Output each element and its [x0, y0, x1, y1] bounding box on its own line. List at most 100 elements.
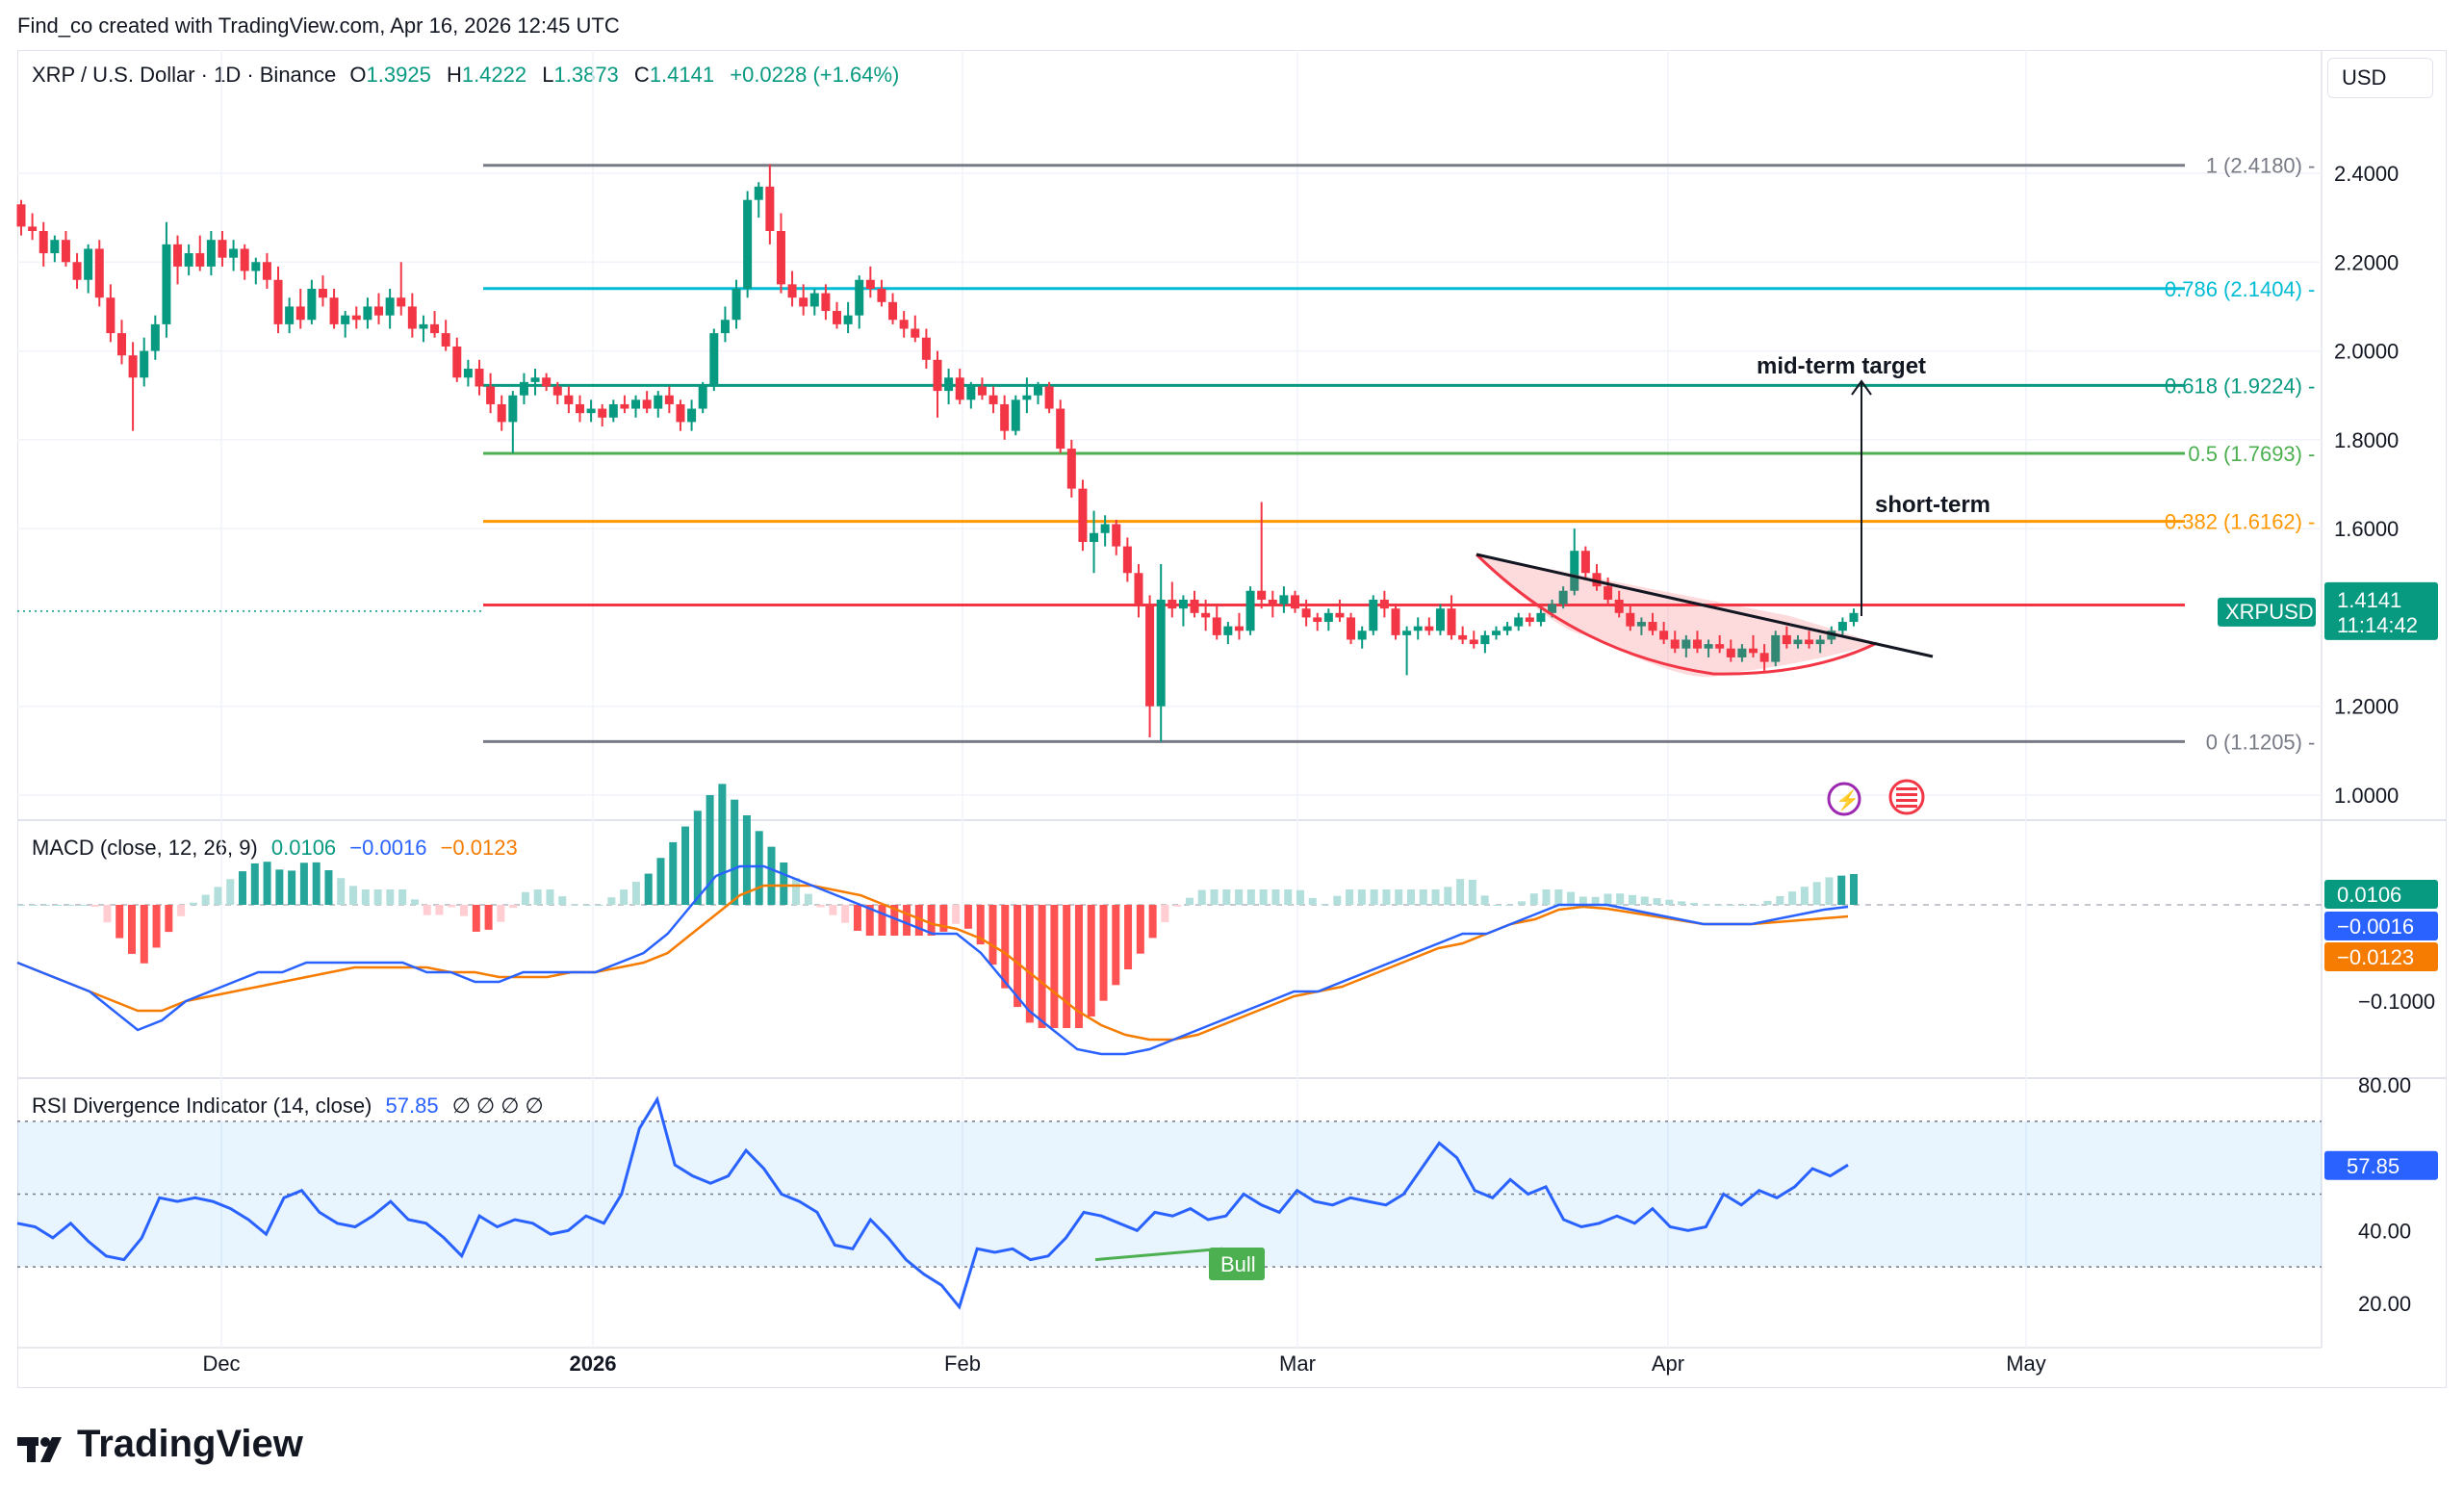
candle-body — [1178, 599, 1188, 609]
macd-histogram-bar — [448, 905, 456, 908]
candle-body — [1212, 617, 1221, 635]
candle-body — [1201, 612, 1211, 618]
macd-histogram-bar — [1738, 905, 1747, 906]
target-arrow-head — [1851, 379, 1872, 396]
macd-legend: MACD (close, 12, 26, 9) 0.0106 −0.0016 −… — [32, 836, 518, 861]
macd-histogram-bar — [1235, 889, 1244, 905]
macd-histogram-bar — [29, 905, 38, 906]
candle-body — [363, 306, 372, 321]
macd-histogram-bar — [631, 881, 640, 905]
macd-line — [16, 864, 1849, 1056]
macd-histogram-bar — [128, 905, 137, 954]
macd-histogram-bar — [1296, 889, 1304, 905]
macd-histogram-bar — [1014, 905, 1022, 1008]
macd-histogram-bar — [878, 905, 886, 936]
price-tick-label: 2.4000 — [2334, 162, 2399, 186]
fib-tick-mark: - — [2308, 442, 2315, 466]
currency-selector[interactable]: USD — [2327, 58, 2433, 98]
rsi-tick-label: 80.00 — [2358, 1073, 2411, 1097]
rsi-value: 57.85 — [385, 1094, 439, 1118]
macd-histogram-bar — [558, 896, 567, 905]
candle-body — [1715, 644, 1725, 649]
macd-histogram-bar — [1136, 905, 1144, 954]
macd-histogram-bar — [952, 905, 961, 924]
macd-histogram-bar — [1063, 905, 1071, 1028]
candle-body — [150, 323, 160, 351]
candle-body — [1323, 612, 1333, 623]
candle-body — [486, 386, 496, 404]
candle-body — [1033, 386, 1042, 396]
macd-histogram-bar — [1837, 875, 1846, 905]
candle-body — [1604, 586, 1613, 600]
open-value: 1.3925 — [366, 63, 431, 87]
macd-histogram-bar — [927, 905, 936, 936]
candle-body — [799, 297, 808, 307]
macd-histogram-bar — [239, 871, 247, 905]
candle-body — [1435, 608, 1445, 631]
macd-histogram-bar — [693, 811, 702, 905]
candle-body — [1268, 599, 1277, 605]
fib-level-label: 0.5 (1.7693) — [2188, 442, 2302, 466]
candle-body — [1379, 599, 1389, 609]
fib-level-label: 0 (1.1205) — [2206, 730, 2302, 754]
macd-histogram-bar — [1616, 893, 1625, 905]
candle-body — [1580, 551, 1590, 574]
macd-histogram-bar — [853, 905, 861, 931]
macd-histogram-bar — [1246, 889, 1255, 905]
candle-body — [1670, 639, 1680, 649]
macd-histogram-bar — [595, 905, 603, 906]
macd-histogram-bar — [1038, 905, 1046, 1028]
candle-body — [106, 297, 116, 334]
candle-body — [586, 408, 596, 414]
candle-body — [1704, 644, 1713, 649]
macd-histogram-bar — [620, 889, 629, 905]
candle-body — [1402, 631, 1412, 635]
candle-body — [1805, 639, 1814, 645]
lightning-event-icon — [1827, 782, 1861, 816]
candle-body — [385, 297, 395, 316]
macd-tick-label: −0.1000 — [2358, 990, 2435, 1014]
candle-body — [1648, 622, 1657, 631]
candle-body — [1223, 626, 1233, 635]
macd-histogram-bar — [152, 905, 161, 948]
macd-histogram-bar — [54, 905, 63, 906]
candle-body — [1480, 634, 1490, 645]
macd-histogram-bar — [755, 831, 763, 905]
macd-histogram-bar — [1087, 905, 1095, 1017]
macd-histogram-bar — [288, 870, 296, 905]
candle-body — [519, 381, 528, 396]
candle-body — [888, 301, 898, 321]
fib-tick-mark: - — [2308, 277, 2315, 301]
bull-divergence-line — [1094, 1247, 1223, 1262]
candle-body — [1245, 590, 1255, 631]
macd-histogram-bar — [435, 905, 444, 915]
macd-histogram-bar — [914, 905, 923, 936]
candle-body — [698, 386, 707, 409]
macd-histogram-bar — [1578, 896, 1587, 905]
macd-value-badge-label: −0.0123 — [2337, 945, 2414, 969]
macd-histogram-bar — [903, 905, 911, 936]
rsi-line — [16, 1095, 1849, 1310]
candle-body — [251, 262, 261, 271]
macd-histogram-bar — [1689, 902, 1698, 905]
candle-body — [1849, 612, 1859, 623]
macd-histogram-bar — [841, 905, 850, 923]
candle-body — [1234, 626, 1244, 631]
macd-histogram-bar — [275, 869, 284, 905]
descending-trendline — [1476, 553, 1934, 658]
candle-body — [709, 333, 719, 387]
macd-histogram-bar — [1529, 893, 1538, 905]
macd-histogram-bar — [103, 905, 112, 923]
ohlc-legend: XRP / U.S. Dollar · 1D · Binance O1.3925… — [32, 63, 909, 88]
macd-histogram-bar — [1161, 905, 1169, 923]
symbol-badge — [2218, 597, 2316, 627]
macd-histogram-bar — [1001, 905, 1010, 989]
macd-histogram-bar — [656, 858, 665, 905]
candle-body — [407, 306, 417, 329]
candle-body — [676, 403, 685, 423]
macd-histogram-bar — [140, 905, 148, 964]
candle-body — [1726, 648, 1735, 657]
macd-histogram-bar — [1665, 899, 1674, 905]
candle-body — [608, 403, 618, 418]
